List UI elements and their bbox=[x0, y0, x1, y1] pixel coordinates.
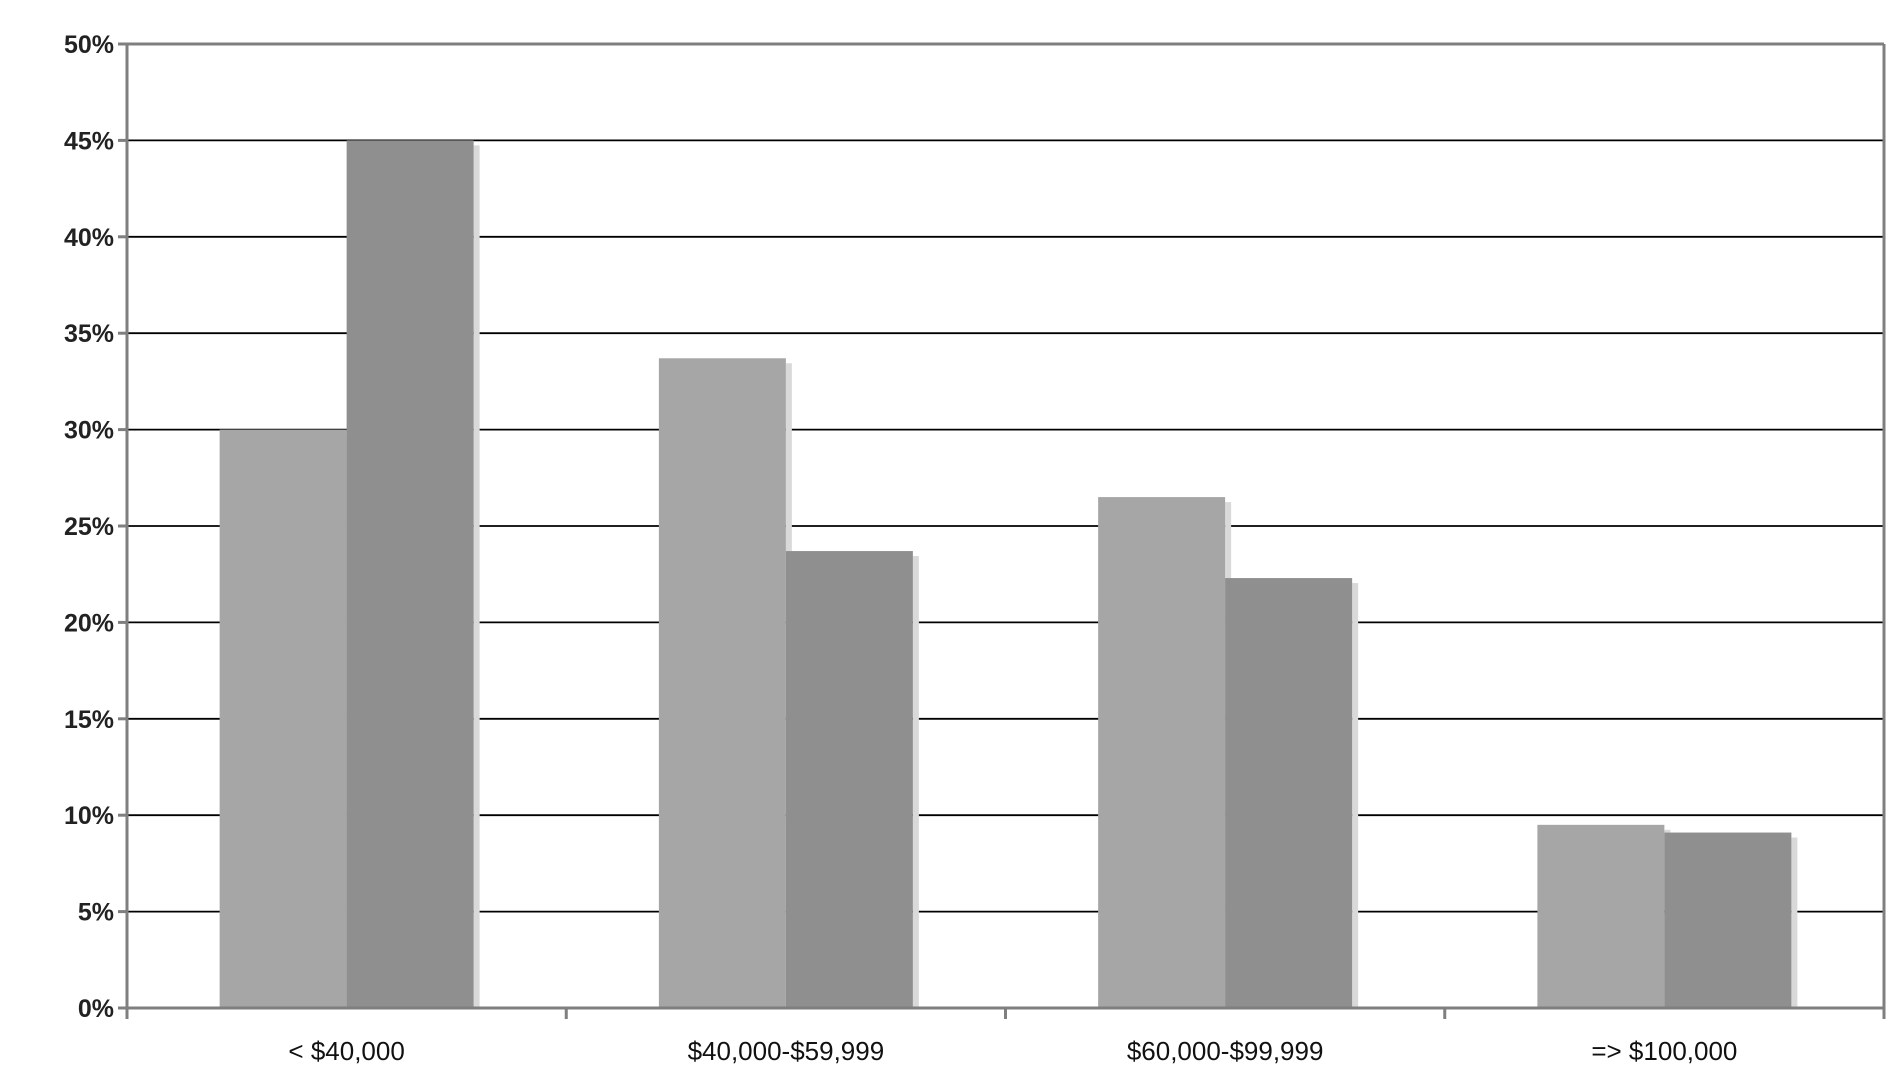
y-tick-label: 25% bbox=[64, 513, 114, 541]
y-tick-label: 15% bbox=[64, 706, 114, 734]
bar-series-2-cat-4 bbox=[1664, 832, 1792, 1008]
bar-series-1-cat-2 bbox=[658, 358, 786, 1008]
bar-series-2-cat-1 bbox=[346, 140, 474, 1008]
y-tick-labels: 0% 5% 10% 15% 20% 25% 30% 35% 40% 45% 50% bbox=[64, 31, 114, 1023]
y-tick-label: 45% bbox=[64, 127, 114, 155]
bar-series-2-cat-2 bbox=[785, 551, 913, 1008]
bar-series-2-cat-3 bbox=[1225, 578, 1353, 1008]
bars bbox=[219, 140, 1798, 1009]
bar-shadow bbox=[473, 145, 480, 1008]
y-tick-label: 35% bbox=[64, 320, 114, 348]
y-tick-label: 0% bbox=[78, 995, 114, 1023]
y-tick-label: 40% bbox=[64, 224, 114, 252]
y-tick-label: 50% bbox=[64, 31, 114, 59]
bar-shadow bbox=[1791, 837, 1798, 1008]
bar-shadow bbox=[912, 556, 919, 1008]
y-tick-label: 5% bbox=[78, 899, 114, 927]
axes bbox=[118, 42, 1886, 1019]
x-tick-label: $40,000-$59,999 bbox=[688, 1036, 885, 1066]
x-tick-label: => $100,000 bbox=[1591, 1036, 1737, 1066]
x-tick-labels: < $40,000 $40,000-$59,999 $60,000-$99,999 =… bbox=[288, 1036, 1737, 1066]
y-tick-label: 30% bbox=[64, 417, 114, 445]
y-tick-label: 20% bbox=[64, 609, 114, 637]
bar-shadow bbox=[1352, 583, 1359, 1008]
bar-series-1-cat-4 bbox=[1537, 824, 1665, 1008]
bar-series-1-cat-3 bbox=[1098, 497, 1226, 1008]
x-tick-label: < $40,000 bbox=[288, 1036, 404, 1066]
x-tick-label: $60,000-$99,999 bbox=[1127, 1036, 1324, 1066]
bar-series-1-cat-1 bbox=[219, 429, 347, 1009]
y-tick-label: 10% bbox=[64, 802, 114, 830]
